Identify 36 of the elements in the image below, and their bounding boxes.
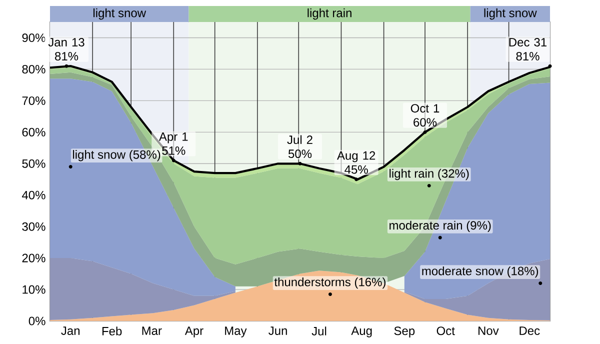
x-tick-label: Apr — [184, 326, 204, 338]
x-tick-label: Mar — [142, 326, 162, 335]
annotation: thunderstorms (16%) — [274, 277, 386, 289]
band-label: light snow — [94, 8, 146, 20]
annotation: light rain (32%) — [390, 168, 469, 180]
y-tick-label: 0% — [28, 316, 46, 326]
y-tick-label: 80% — [22, 64, 46, 74]
annotation: Jan 13 81% — [48, 38, 84, 60]
annotation: Oct 1 60% — [410, 104, 440, 127]
y-tick-label: 40% — [22, 190, 46, 200]
annotation: moderate snow (18%) — [422, 266, 538, 278]
annotation: Dec 31 81% — [509, 38, 546, 60]
x-tick-label: Jul — [312, 326, 326, 336]
y-tick-label: 20% — [22, 254, 46, 262]
y-tick-label: 50% — [22, 159, 46, 168]
annotation: Jul 2 50% — [287, 135, 312, 158]
band-label: light snow — [484, 8, 537, 20]
band-label: light rain — [308, 8, 352, 20]
y-tick-label: 70% — [22, 96, 46, 105]
x-tick-label: Jan — [61, 326, 80, 335]
y-tick-label: 10% — [22, 285, 46, 294]
y-tick-label: 30% — [22, 222, 46, 231]
y-tick-label: 60% — [22, 128, 46, 136]
y-tick-label: 90% — [22, 34, 46, 42]
x-tick-label: Aug — [351, 326, 372, 338]
x-tick-label: Nov — [478, 326, 499, 335]
x-tick-label: Sep — [394, 326, 415, 338]
annotation: Aug 12 45% — [336, 151, 376, 174]
x-tick-label: Oct — [436, 326, 455, 336]
annotation: light snow (58%) — [73, 150, 160, 162]
x-tick-label: May — [225, 326, 247, 338]
x-tick-label: Feb — [102, 326, 122, 336]
annotation: moderate rain (9%) — [390, 220, 491, 232]
x-tick-label: Jun — [268, 326, 287, 335]
annotation: Apr 1 51% — [158, 132, 188, 155]
x-tick-label: Dec — [520, 326, 540, 335]
